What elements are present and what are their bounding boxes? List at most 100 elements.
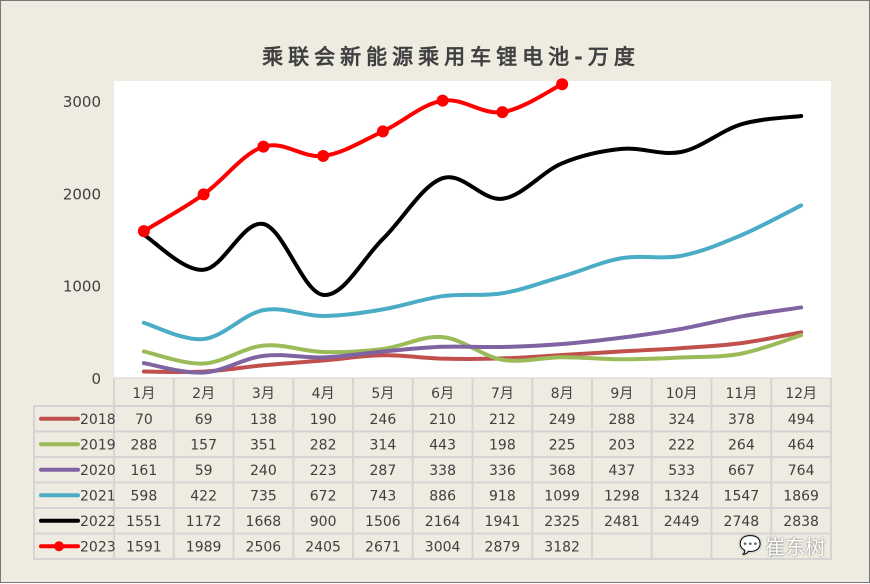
data-table-cell: 240 [250, 463, 277, 479]
watermark-text: 崔东树 [765, 535, 826, 559]
data-table-cell: 443 [429, 438, 456, 454]
y-tick-label: 2000 [63, 185, 101, 203]
data-table-cell: 1941 [485, 514, 521, 530]
x-tick-label: 3月 [252, 386, 275, 402]
data-point-2023 [317, 149, 330, 162]
x-tick-label: 9月 [610, 386, 633, 402]
data-table-cell: 161 [131, 463, 158, 479]
series-line-2022 [141, 113, 804, 297]
data-table-cell: 264 [728, 438, 755, 454]
data-table-cell: 764 [788, 463, 815, 479]
data-table-cell: 2506 [246, 540, 282, 556]
plot-area [114, 81, 831, 378]
data-table-cell: 422 [190, 489, 217, 505]
y-tick-label: 3000 [63, 93, 101, 111]
legend-label: 2020 [80, 463, 116, 479]
data-table-cell: 533 [668, 463, 695, 479]
data-table-cell: 287 [370, 463, 397, 479]
data-table-cell: 210 [429, 412, 456, 428]
x-tick-label: 1月 [132, 386, 155, 402]
data-table-cell: 336 [489, 463, 516, 479]
x-tick-label: 11月 [725, 386, 757, 402]
watermark: 💬 崔东树 [739, 531, 825, 560]
x-tick-label: 10月 [666, 386, 698, 402]
data-table-cell: 1099 [544, 489, 580, 505]
legend-label: 2019 [80, 438, 116, 454]
legend-label: 2023 [80, 540, 116, 556]
legend-label: 2018 [80, 412, 116, 428]
data-table-cell: 437 [609, 463, 636, 479]
x-tick-label: 2月 [192, 386, 215, 402]
table-row [33, 532, 832, 560]
chart-title: 乘联会新能源乘用车锂电池-万度 [261, 45, 640, 69]
data-table-cell: 288 [131, 438, 158, 454]
data-table-cell: 288 [609, 412, 636, 428]
data-table-cell: 351 [250, 438, 277, 454]
data-table-cell: 1551 [126, 514, 162, 530]
data-table-cell: 2671 [365, 540, 401, 556]
data-table-cell: 1324 [664, 489, 700, 505]
data-table-cell: 203 [609, 438, 636, 454]
x-tick-label: 8月 [551, 386, 574, 402]
data-table-cell: 378 [728, 412, 755, 428]
data-table-cell: 2481 [604, 514, 640, 530]
data-point-2023 [496, 106, 509, 119]
data-point-2023 [197, 188, 210, 201]
data-table-cell: 1506 [365, 514, 401, 530]
data-table-cell: 672 [310, 489, 337, 505]
legend-marker [54, 541, 64, 552]
data-point-2023 [436, 94, 449, 107]
data-table-cell: 212 [489, 412, 516, 428]
data-table-cell: 3182 [544, 540, 580, 556]
series-line-2020 [141, 305, 804, 375]
data-point-2023 [556, 78, 569, 91]
data-table-cell: 3004 [425, 540, 461, 556]
data-table-cell: 314 [370, 438, 397, 454]
data-point-2023 [376, 125, 389, 138]
legend-label: 2021 [80, 489, 116, 505]
data-table-cell: 2405 [305, 540, 341, 556]
data-table-cell: 223 [310, 463, 337, 479]
data-table-cell: 2879 [485, 540, 521, 556]
data-table-cell: 1591 [126, 540, 162, 556]
data-table-cell: 2449 [664, 514, 700, 530]
legend-label: 2022 [80, 514, 116, 530]
data-table-cell: 2838 [783, 514, 819, 530]
wechat-icon: 💬 [739, 535, 762, 556]
y-tick-label: 0 [91, 370, 101, 388]
data-table-cell: 69 [195, 412, 213, 428]
data-table-cell: 138 [250, 412, 277, 428]
data-table-cell: 282 [310, 438, 337, 454]
data-table-cell: 2325 [544, 514, 580, 530]
data-table-cell: 157 [190, 438, 217, 454]
data-table-cell: 1989 [186, 540, 222, 556]
data-table-cell: 324 [668, 412, 695, 428]
data-point-2023 [257, 140, 270, 153]
x-tick-label: 12月 [785, 386, 817, 402]
data-table-cell: 1298 [604, 489, 640, 505]
data-table-cell: 1172 [186, 514, 222, 530]
data-table-cell: 198 [489, 438, 516, 454]
x-tick-label: 7月 [491, 386, 514, 402]
data-table-cell: 1668 [246, 514, 282, 530]
data-point-2023 [137, 225, 150, 238]
series-line-2021 [141, 203, 804, 342]
data-table-cell: 464 [788, 438, 815, 454]
data-table-cell: 70 [135, 412, 153, 428]
data-table-cell: 743 [370, 489, 397, 505]
x-tick-label: 6月 [431, 386, 454, 402]
data-table-cell: 598 [131, 489, 158, 505]
x-tick-label: 5月 [371, 386, 394, 402]
data-table-cell: 249 [549, 412, 576, 428]
data-table-cell: 222 [668, 438, 695, 454]
data-table-cell: 494 [788, 412, 815, 428]
data-table-cell: 190 [310, 412, 337, 428]
data-table-cell: 1869 [783, 489, 819, 505]
data-table-cell: 59 [195, 463, 213, 479]
data-table-cell: 918 [489, 489, 516, 505]
data-table-cell: 225 [549, 438, 576, 454]
data-table-cell: 667 [728, 463, 755, 479]
data-table-cell: 886 [429, 489, 456, 505]
